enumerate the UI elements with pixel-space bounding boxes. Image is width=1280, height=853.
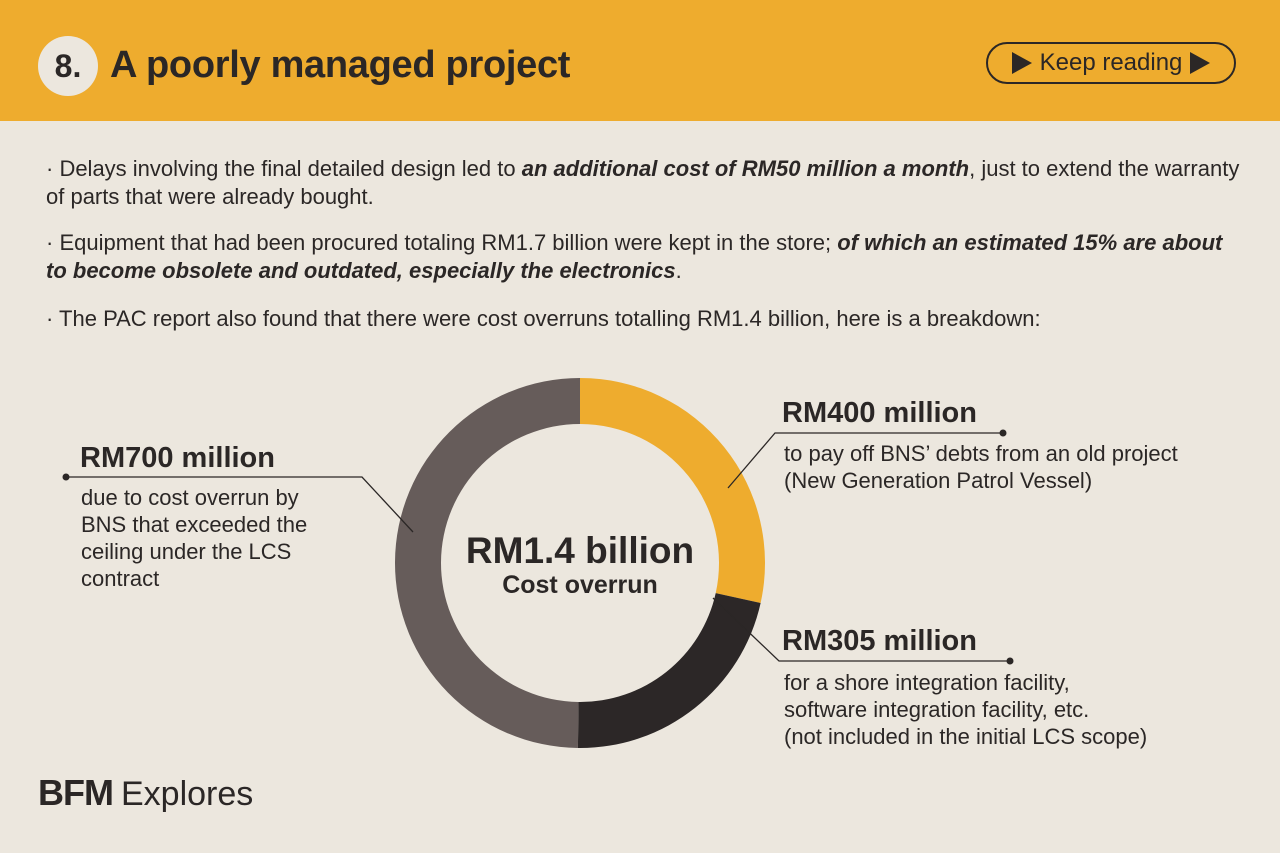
slice-description: to pay off BNS’ debts from an old projec… [784, 440, 1178, 494]
keep-reading-button[interactable]: Keep reading [986, 42, 1236, 84]
slice-amount-label: RM700 million [80, 442, 275, 474]
paragraph-text: · Delays involving the final detailed de… [46, 156, 522, 181]
chart-center-total: RM1.4 billion [465, 530, 695, 571]
paragraph-text: . [675, 258, 682, 283]
description-line: to pay off BNS’ debts from an old projec… [784, 441, 1178, 466]
description-line: ceiling under the LCS [81, 539, 292, 564]
paragraph-equipment: · Equipment that had been procured total… [46, 229, 1246, 285]
slice-amount-label: RM400 million [782, 397, 977, 429]
leader-line-rm305 [712, 597, 1010, 662]
page-title: A poorly managed project [110, 44, 571, 86]
paragraph-text: · Equipment that had been procured total… [46, 230, 838, 255]
paragraph-emphasis: of which an estimated 15% are about to b… [46, 230, 1223, 283]
description-line: BNS that exceeded the [81, 512, 308, 537]
slice-rm305 [577, 593, 761, 749]
description-line: for a shore integration facility, [784, 670, 1070, 695]
slice-description: for a shore integration facility, softwa… [784, 669, 1147, 750]
logo-explores: Explores [120, 775, 254, 813]
slice-amount-label: RM305 million [782, 625, 977, 657]
paragraph-text: , just to extend the warranty of parts t… [46, 156, 1240, 209]
description-line: (New Generation Patrol Vessel) [784, 468, 1093, 493]
description-line: (not included in the initial LCS scope) [784, 724, 1148, 749]
play-icon [1011, 52, 1032, 74]
bfm-explores-logo: BFM Explores [38, 772, 253, 814]
slice-rm700 [394, 378, 580, 748]
leader-line-rm700 [66, 476, 414, 533]
paragraph-delays: · Delays involving the final detailed de… [46, 155, 1246, 211]
chart-center-subtitle: Cost overrun [502, 571, 658, 599]
leader-dot [62, 473, 70, 481]
description-line: due to cost overrun by [81, 485, 299, 510]
slice-rm400 [580, 378, 766, 604]
leader-dot [999, 429, 1007, 437]
header-bar: 8. A poorly managed project Keep reading [0, 0, 1280, 121]
description-line: contract [81, 566, 160, 591]
slice-description: due to cost overrun by BNS that exceeded… [81, 484, 307, 592]
leader-dot [1006, 657, 1014, 665]
play-icon [1190, 52, 1211, 74]
logo-bfm: BFM [38, 772, 114, 813]
description-line: software integration facility, etc. [784, 697, 1090, 722]
section-number-badge: 8. [38, 36, 98, 96]
paragraph-emphasis: an additional cost of RM50 million a mon… [521, 156, 970, 181]
leader-line-rm400 [727, 432, 1003, 489]
keep-reading-label: Keep reading [1039, 49, 1183, 76]
paragraph-pac-report: · The PAC report also found that there w… [46, 306, 1041, 331]
